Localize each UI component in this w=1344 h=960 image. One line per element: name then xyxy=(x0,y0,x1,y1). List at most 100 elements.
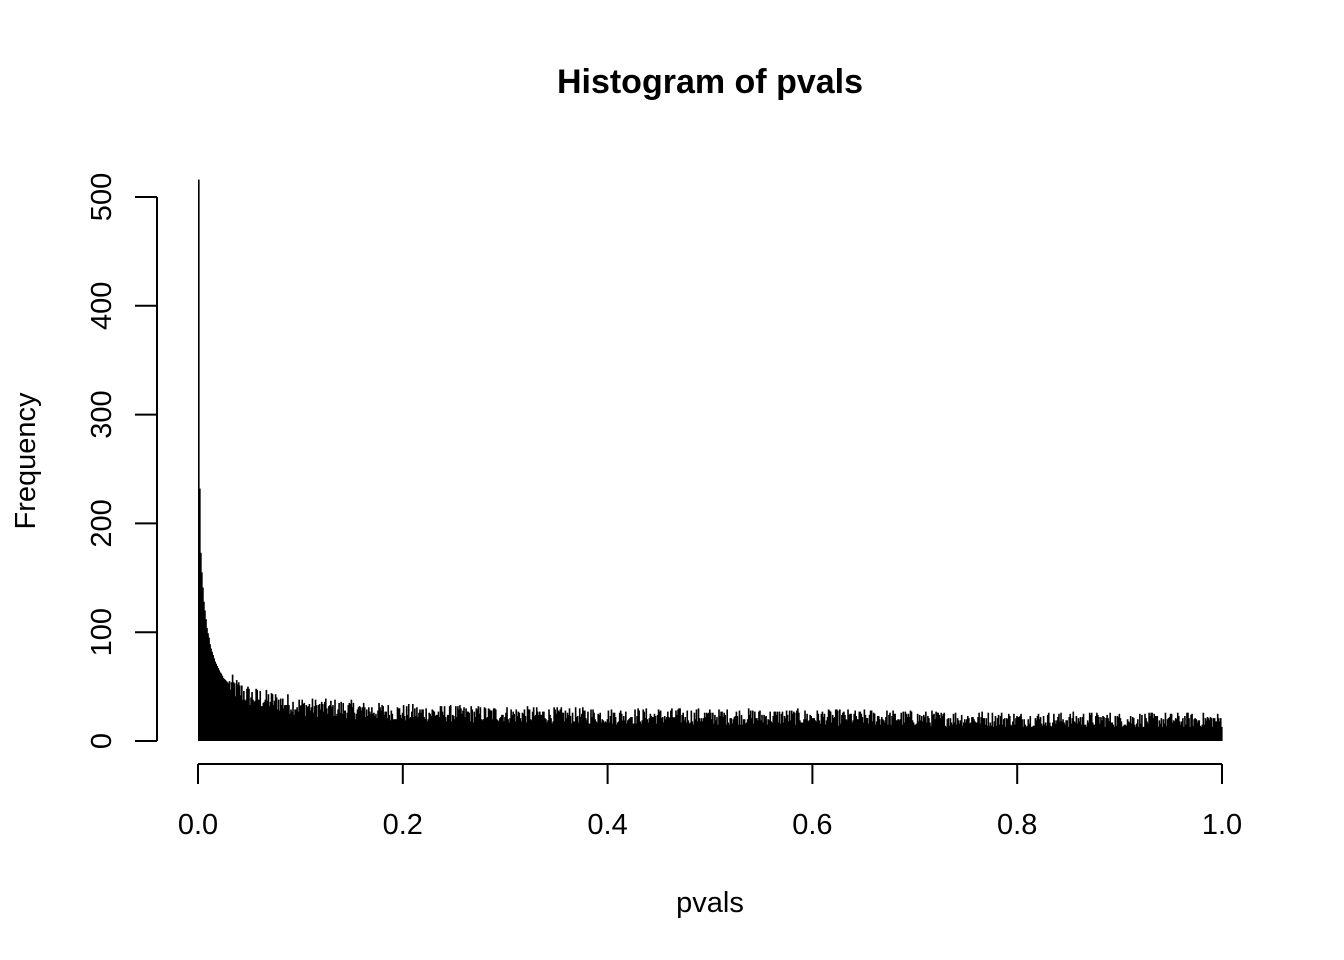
histogram-bar xyxy=(690,710,693,741)
histogram-bar xyxy=(1045,725,1048,741)
histogram-bar xyxy=(468,712,470,741)
histogram-bar xyxy=(821,711,824,741)
histogram-bars xyxy=(198,179,1223,742)
histogram-bar xyxy=(954,712,957,741)
histogram-bar xyxy=(746,719,749,741)
histogram-bar xyxy=(995,725,998,741)
histogram-bar xyxy=(635,723,637,741)
histogram-bar xyxy=(392,719,395,741)
histogram-bar xyxy=(645,708,648,741)
histogram-bar xyxy=(986,725,989,741)
histogram-bar xyxy=(1150,712,1152,741)
histogram-bar xyxy=(729,718,732,741)
histogram-bar xyxy=(781,711,784,741)
histogram-bar xyxy=(870,710,873,741)
histogram-bar xyxy=(433,711,436,741)
histogram-bar xyxy=(789,720,792,741)
histogram-bar xyxy=(875,721,878,741)
histogram-bar xyxy=(844,714,846,741)
histogram-bar xyxy=(1198,720,1201,741)
histogram-bar xyxy=(517,711,520,741)
histogram-bar xyxy=(306,707,309,741)
histogram-bar xyxy=(334,699,336,741)
histogram-bar xyxy=(1023,719,1025,741)
histogram-bar xyxy=(559,709,562,741)
histogram-bar xyxy=(565,718,568,741)
histogram-bar xyxy=(883,720,885,741)
histogram-bar xyxy=(464,717,466,741)
histogram-bar xyxy=(615,724,618,741)
histogram-bar xyxy=(871,721,874,741)
histogram-bar xyxy=(437,711,440,741)
histogram-bar xyxy=(472,722,475,741)
histogram-bar xyxy=(278,710,281,741)
histogram-bar xyxy=(1107,718,1109,741)
histogram-bar xyxy=(1073,721,1076,741)
histogram-bar xyxy=(607,710,610,741)
histogram-bar xyxy=(359,707,362,741)
histogram-bar xyxy=(349,704,352,741)
histogram-bar xyxy=(1003,718,1006,741)
histogram-bar xyxy=(576,715,579,741)
histogram-bar xyxy=(1124,724,1127,741)
histogram-bar xyxy=(1004,726,1007,741)
histogram-bar xyxy=(216,665,219,741)
histogram-bar xyxy=(592,709,594,741)
histogram-bar xyxy=(758,711,760,741)
histogram-bar xyxy=(1071,718,1074,741)
histogram-bar xyxy=(1217,718,1220,741)
histogram-bar xyxy=(499,718,501,741)
histogram-bar xyxy=(1205,720,1208,741)
histogram-bar xyxy=(423,717,425,741)
histogram-bar xyxy=(563,721,566,741)
histogram-bar xyxy=(862,722,865,741)
histogram-bar xyxy=(589,723,591,741)
histogram-bar xyxy=(265,689,268,741)
histogram-bar xyxy=(676,714,678,741)
histogram-bar xyxy=(674,717,676,741)
histogram-bar xyxy=(894,713,896,741)
histogram-bar xyxy=(980,717,982,741)
histogram-bar xyxy=(1181,721,1183,741)
histogram-bar xyxy=(1199,725,1202,741)
histogram-bar xyxy=(933,713,935,741)
histogram-bar xyxy=(955,724,958,741)
histogram-bar xyxy=(1075,715,1078,741)
histogram-bar xyxy=(524,715,527,741)
histogram-bar xyxy=(715,720,717,741)
histogram-bar xyxy=(770,721,773,741)
histogram-bar xyxy=(1210,718,1213,741)
histogram-bar xyxy=(788,710,791,741)
histogram-bar xyxy=(215,663,218,741)
histogram-bar xyxy=(618,712,621,741)
histogram-bar xyxy=(1167,718,1170,741)
histogram-bar xyxy=(902,711,905,741)
histogram-bar xyxy=(1208,720,1211,741)
histogram-bar xyxy=(956,718,959,741)
histogram-bar xyxy=(779,723,782,741)
histogram-bar xyxy=(1111,722,1114,741)
histogram-bar xyxy=(1044,722,1047,741)
histogram-bar xyxy=(696,721,699,741)
histogram-bar xyxy=(930,725,932,741)
histogram-bar xyxy=(987,712,990,741)
histogram-bar xyxy=(776,711,779,741)
histogram-bar xyxy=(1055,723,1057,741)
histogram-bar xyxy=(441,711,444,741)
histogram-bar xyxy=(772,715,775,741)
histogram-bar xyxy=(558,711,561,741)
histogram-bar xyxy=(369,711,371,741)
histogram-bar xyxy=(651,717,654,741)
histogram-bar xyxy=(204,610,206,741)
histogram-bar xyxy=(733,717,736,741)
histogram-bar xyxy=(993,721,996,741)
histogram-bar xyxy=(946,719,949,741)
histogram-bar xyxy=(750,718,753,741)
histogram-bar xyxy=(1211,726,1214,741)
histogram-bar xyxy=(1024,724,1026,741)
histogram-bar xyxy=(819,723,822,741)
histogram-bar xyxy=(616,722,619,741)
histogram-bar xyxy=(493,708,496,741)
histogram-bar xyxy=(292,701,294,741)
histogram-bar xyxy=(485,718,488,741)
